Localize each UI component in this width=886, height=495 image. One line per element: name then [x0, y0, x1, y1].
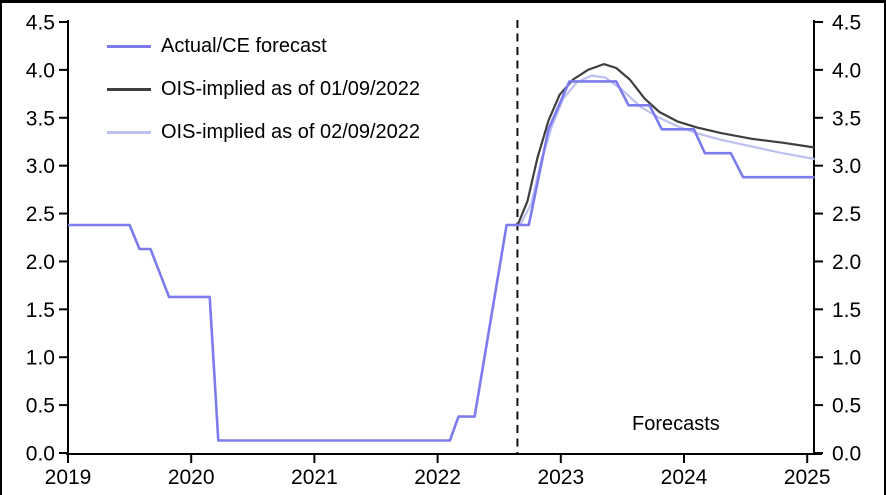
legend-item-ois-0109: OIS-implied as of 01/09/2022 — [107, 68, 420, 111]
ois-implied-0209-line — [519, 74, 815, 226]
legend-item-actual: Actual/CE forecast — [107, 25, 420, 68]
x-axis-tick-label: 2021 — [291, 466, 338, 489]
y-axis-tick-label-right: 2.5 — [832, 203, 861, 226]
y-axis-tick-label-right: 0.0 — [832, 443, 861, 466]
x-axis-tick-label: 2023 — [537, 466, 584, 489]
y-axis-tick-label-left: 2.5 — [26, 203, 55, 226]
y-axis-tick-label-left: 0.5 — [26, 395, 55, 418]
legend: Actual/CE forecast OIS-implied as of 01/… — [107, 25, 420, 154]
plot-area: 0.0 0.0 0.5 0.5 1.0 1.0 1.5 1.5 2.0 2.0 2.5 2.5 3.0 3… — [26, 11, 861, 489]
legend-label-ois-0109: OIS-implied as of 01/09/2022 — [161, 78, 421, 100]
actual-ce-forecast-line — [68, 80, 815, 442]
y-axis-tick-label-right: 3.0 — [832, 155, 861, 178]
y-axis-tick-label-left: 4.0 — [26, 59, 55, 82]
y-axis-tick-label-left: 4.5 — [26, 11, 55, 34]
y-axis-tick-label-left: 1.5 — [26, 299, 55, 322]
y-axis-tick-label-right: 1.5 — [832, 299, 861, 322]
x-axis-tick-label: 2020 — [168, 466, 215, 489]
y-axis-tick-label-left: 0.0 — [26, 443, 55, 466]
x-axis-tick-label: 2019 — [45, 466, 92, 489]
legend-label-ois-0209: OIS-implied as of 02/09/2022 — [161, 121, 421, 143]
y-axis-tick-label-right: 2.0 — [832, 251, 861, 274]
x-axis-tick-label: 2025 — [784, 466, 831, 489]
ois-0209-line-swatch — [107, 131, 151, 134]
actual-line-swatch — [107, 45, 151, 48]
legend-item-ois-0209: OIS-implied as of 02/09/2022 — [107, 111, 420, 154]
y-axis-tick-label-left: 1.0 — [26, 347, 55, 370]
y-axis-tick-label-right: 4.5 — [832, 11, 861, 34]
forecasts-annotation: Forecasts — [632, 413, 720, 435]
ois-implied-0109-line — [516, 62, 815, 226]
x-axis-tick-label: 2022 — [414, 466, 461, 489]
x-axis-tick-label: 2024 — [661, 466, 708, 489]
ois-0109-line-swatch — [107, 88, 151, 91]
y-axis-tick-label-right: 0.5 — [832, 395, 861, 418]
y-axis-tick-label-left: 3.0 — [26, 155, 55, 178]
y-axis-tick-label-right: 3.5 — [832, 107, 861, 130]
y-axis-tick-label-left: 3.5 — [26, 107, 55, 130]
y-axis-tick-label-right: 4.0 — [832, 59, 861, 82]
y-axis-tick-label-left: 2.0 — [26, 251, 55, 274]
legend-label-actual: Actual/CE forecast — [161, 35, 327, 57]
y-axis-tick-label-right: 1.0 — [832, 347, 861, 370]
